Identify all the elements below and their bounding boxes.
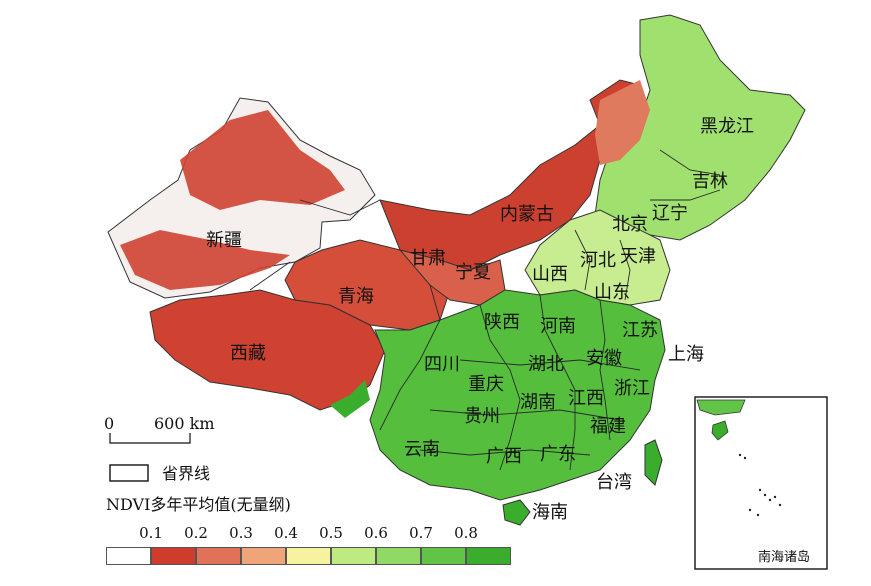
label-jilin: 吉林 [692,171,728,192]
ndvi-tick-label: 0.2 [184,524,208,542]
label-hainan: 海南 [532,502,568,523]
boundary-legend-label: 省界线 [162,464,211,483]
xinjiang-red [120,110,345,290]
label-zhejiang: 浙江 [614,378,650,399]
ndvi-legend-title: NDVI多年平均值(无量纲) [106,495,291,514]
ndvi-tick-label: 0.8 [454,524,478,542]
label-tianjin: 天津 [620,246,656,267]
label-nanhai-inset: 南海诸岛 [758,550,811,565]
scale-distance: 600 km [154,414,215,433]
tibet-region [149,289,386,411]
south-china-region [369,289,666,501]
label-gansu: 甘肃 [410,248,446,269]
ndvi-swatch [421,547,466,565]
label-liaoning: 辽宁 [652,203,688,224]
ndvi-swatch [286,547,331,565]
label-hebei: 河北 [580,250,616,271]
label-shanxi: 山西 [532,264,568,285]
label-shanghai: 上海 [668,344,704,365]
ndvi-tick-label: 0.6 [364,524,388,542]
hainan-island [502,499,531,526]
inset-hainan [711,420,729,441]
label-hubei: 湖北 [528,354,564,375]
ndvi-swatch [376,547,421,565]
label-shaanxi: 陕西 [484,312,520,333]
ndvi-tick-label: 0.7 [409,524,433,542]
label-taiwan: 台湾 [596,472,632,493]
inset-island-dots [738,453,782,517]
ndvi-swatch [151,547,196,565]
northeast-red-strip [595,80,650,165]
boundary-legend-swatch [109,464,149,482]
ndvi-swatch [331,547,376,565]
scale-zero: 0 [104,414,115,433]
ndvi-swatch [196,547,241,565]
label-guangdong: 广东 [540,444,576,465]
label-jiangsu: 江苏 [622,320,658,341]
inset-coast [696,399,746,416]
ndvi-tick-label: 0.1 [139,524,163,542]
province-boundaries [249,149,721,471]
label-anhui: 安徽 [586,348,622,369]
label-xizang: 西藏 [230,343,266,364]
ndvi-tick-label: 0.5 [319,524,343,542]
tibet-south-green [330,380,370,418]
label-sichuan: 四川 [424,354,460,375]
south-china-sea-inset [694,396,828,570]
scale-bar [109,433,191,444]
label-chongqing: 重庆 [468,374,504,395]
ndvi-tick-label: 0.4 [274,524,298,542]
ndvi-swatch [241,547,286,565]
ndvi-tick-label: 0.3 [229,524,253,542]
label-henan: 河南 [540,316,576,337]
label-guangxi: 广西 [486,446,522,467]
taiwan-island [644,439,663,486]
label-shandong: 山东 [594,282,630,303]
label-jiangxi: 江西 [568,388,604,409]
label-heilongjiang: 黑龙江 [700,116,754,137]
label-ningxia: 宁夏 [455,262,491,283]
label-neimenggu: 内蒙古 [500,204,554,225]
label-guizhou: 贵州 [464,406,500,427]
label-hunan: 湖南 [520,392,556,413]
ndvi-swatch [466,547,511,565]
label-xinjiang: 新疆 [206,230,242,251]
ndvi-swatch [106,547,151,565]
label-beijing: 北京 [612,214,648,235]
label-yunnan: 云南 [404,439,440,460]
label-fujian: 福建 [590,416,626,437]
label-qinghai: 青海 [338,286,374,307]
